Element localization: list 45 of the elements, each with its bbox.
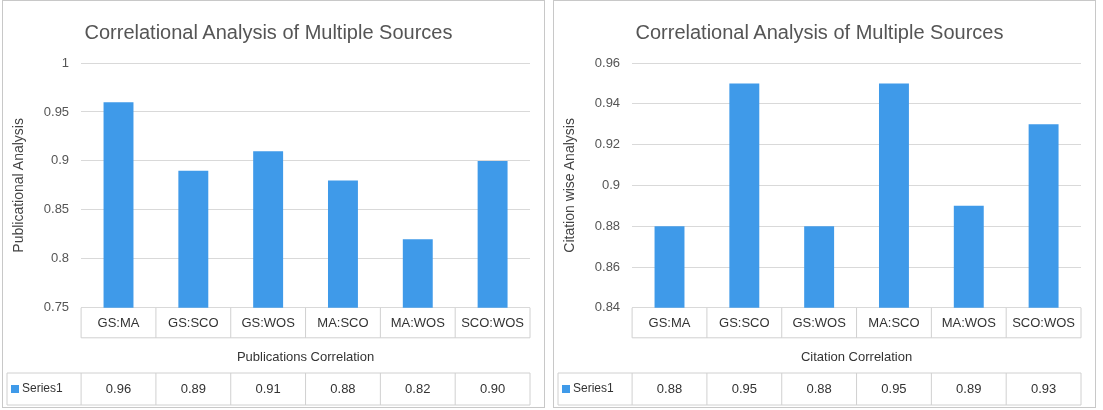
y-tick-label: 0.8 [51, 250, 70, 266]
data-label: 0.90 [479, 380, 506, 396]
y-tick-label: 0.92 [594, 136, 621, 152]
y-tick-label: 0.95 [43, 103, 70, 119]
y-axis-title: Citation wise Analysis [561, 118, 578, 253]
x-tick-label: GS:MA [97, 315, 140, 331]
data-label: 0.96 [105, 380, 132, 396]
y-tick-label: 0.85 [43, 201, 70, 217]
data-label: 0.95 [731, 380, 757, 396]
data-label: 0.89 [180, 380, 206, 396]
x-tick-label: GS:WOS [792, 315, 847, 331]
x-tick-label: GS:MA [648, 315, 691, 331]
y-tick-label: 0.88 [594, 217, 621, 233]
legend-label: Series1 [22, 381, 64, 396]
data-label: 0.88 [656, 380, 683, 396]
y-tick-label: 0.96 [594, 54, 621, 70]
y-tick-label: 0.86 [594, 258, 621, 274]
x-tick-label: SCO:WOS [1012, 315, 1076, 331]
x-tick-label: SCO:WOS [461, 315, 525, 331]
chart-title: Correlational Analysis of Multiple Sources [84, 20, 453, 43]
data-label: 0.93 [1030, 380, 1057, 396]
x-tick-label: MA:WOS [390, 315, 446, 331]
y-tick-label: 1 [61, 54, 70, 70]
x-tick-label: GS:WOS [241, 315, 296, 331]
legend-label: Series1 [573, 381, 615, 396]
y-tick-label: 0.9 [602, 176, 621, 192]
x-tick-label: MA:SCO [868, 315, 920, 331]
x-tick-label: GS:SCO [168, 315, 219, 331]
data-label: 0.95 [881, 380, 907, 396]
y-tick-label: 0.84 [594, 299, 621, 315]
y-axis-title: Publicational Analysis [10, 118, 27, 253]
data-label: 0.88 [330, 380, 356, 396]
x-axis-title: Citation Correlation [800, 348, 913, 364]
x-tick-label: MA:SCO [317, 315, 369, 331]
data-label: 0.89 [956, 380, 982, 396]
chart-title: Correlational Analysis of Multiple Sources [635, 20, 1004, 43]
x-tick-label: GS:SCO [719, 315, 770, 331]
data-label: 0.88 [806, 380, 832, 396]
x-axis-title: Publications Correlation [236, 348, 375, 364]
y-tick-label: 0.75 [43, 299, 70, 315]
data-label: 0.82 [405, 380, 431, 396]
y-tick-label: 0.94 [594, 95, 621, 111]
x-tick-label: MA:WOS [941, 315, 997, 331]
data-label: 0.91 [255, 380, 281, 396]
y-tick-label: 0.9 [51, 152, 70, 168]
